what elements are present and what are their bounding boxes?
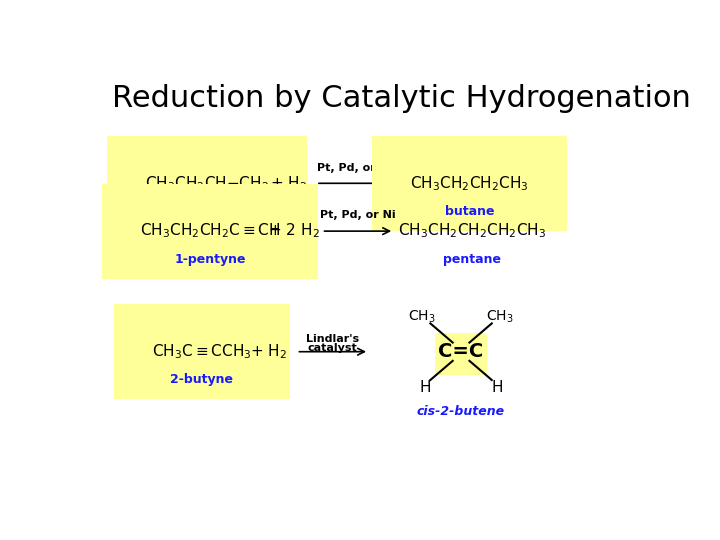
Text: H: H <box>492 380 503 395</box>
Text: cis-2-butene: cis-2-butene <box>417 406 505 419</box>
Text: butane: butane <box>445 205 494 218</box>
Text: Pt, Pd, or Ni: Pt, Pd, or Ni <box>318 163 393 172</box>
Text: 2-butyne: 2-butyne <box>170 374 233 387</box>
Text: $\mathregular{CH_3C{\equiv}CCH_3}$: $\mathregular{CH_3C{\equiv}CCH_3}$ <box>152 342 251 361</box>
Text: $\mathregular{CH_3}$: $\mathregular{CH_3}$ <box>408 308 436 325</box>
Text: C=C: C=C <box>438 342 484 361</box>
Text: $\mathregular{+\ 2\ H_2}$: $\mathregular{+\ 2\ H_2}$ <box>268 222 320 240</box>
Text: $\mathregular{CH_3}$: $\mathregular{CH_3}$ <box>486 308 514 325</box>
Text: H: H <box>419 380 431 395</box>
FancyBboxPatch shape <box>436 333 487 375</box>
Text: Pt, Pd, or Ni: Pt, Pd, or Ni <box>320 210 396 220</box>
Text: 1-butene: 1-butene <box>176 205 239 218</box>
Text: Reduction by Catalytic Hydrogenation: Reduction by Catalytic Hydrogenation <box>112 84 691 112</box>
Text: $\mathregular{+\ H_2}$: $\mathregular{+\ H_2}$ <box>269 174 307 193</box>
Text: $\mathregular{CH_3CH_2CH_2CH_2CH_3}$: $\mathregular{CH_3CH_2CH_2CH_2CH_3}$ <box>398 222 546 240</box>
Text: $\mathregular{CH_3CH_2CH_2CH_3}$: $\mathregular{CH_3CH_2CH_2CH_3}$ <box>410 174 528 193</box>
Text: catalyst: catalyst <box>308 343 358 353</box>
Text: pentane: pentane <box>444 253 501 266</box>
Text: Lindlar's: Lindlar's <box>306 334 359 344</box>
Text: $\mathregular{+\ H_2}$: $\mathregular{+\ H_2}$ <box>250 342 287 361</box>
Text: 1-pentyne: 1-pentyne <box>174 253 246 266</box>
Text: $\mathregular{CH_3CH_2CH_2C{\equiv}CH}$: $\mathregular{CH_3CH_2CH_2C{\equiv}CH}$ <box>140 222 280 240</box>
Text: $\mathregular{CH_3CH_2CH{-}CH_2}$: $\mathregular{CH_3CH_2CH{-}CH_2}$ <box>145 174 269 193</box>
